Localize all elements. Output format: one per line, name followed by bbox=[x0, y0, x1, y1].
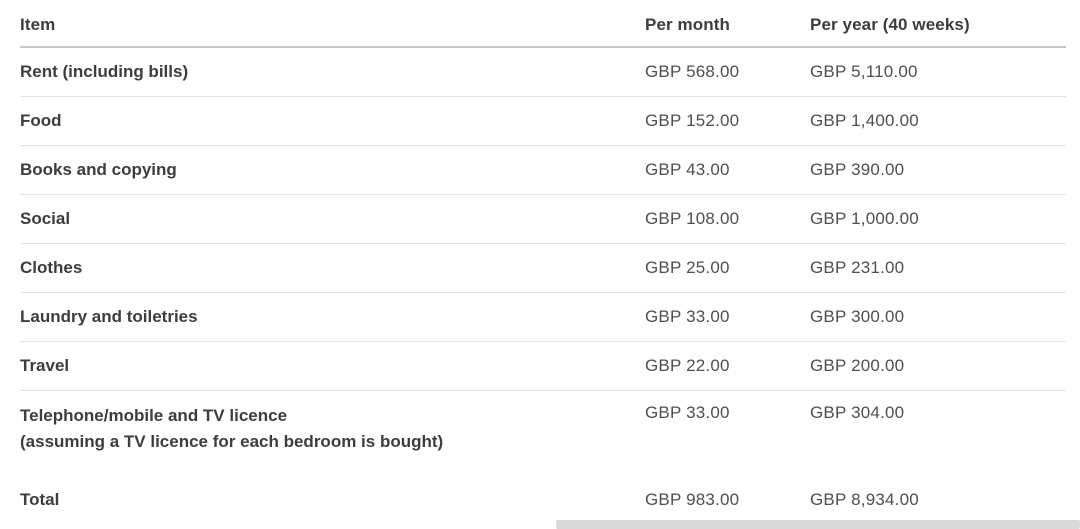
per-year-cell: GBP 1,400.00 bbox=[810, 111, 919, 130]
table-row: Clothes GBP 25.00 GBP 231.00 bbox=[20, 244, 1066, 293]
item-cell: Telephone/mobile and TV licence (assuming… bbox=[20, 403, 645, 455]
table-row: Telephone/mobile and TV licence (assuming… bbox=[20, 391, 1066, 471]
item-cell: Laundry and toiletries bbox=[20, 304, 645, 330]
item-label: Rent (including bills) bbox=[20, 62, 189, 81]
item-cell: Rent (including bills) bbox=[20, 59, 645, 85]
item-label: Food bbox=[20, 111, 62, 130]
item-cell: Social bbox=[20, 206, 645, 232]
table-row: Total GBP 983.00 GBP 8,934.00 bbox=[20, 471, 1066, 529]
per-month-cell: GBP 108.00 bbox=[645, 209, 740, 228]
column-header-item: Item bbox=[20, 15, 56, 34]
item-label: Telephone/mobile and TV licence bbox=[20, 406, 288, 425]
table-header-row: Item Per month Per year (40 weeks) bbox=[20, 0, 1066, 48]
item-cell: Books and copying bbox=[20, 157, 645, 183]
per-year-cell: GBP 390.00 bbox=[810, 160, 905, 179]
item-note: (assuming a TV licence for each bedroom … bbox=[20, 432, 444, 451]
table-body: Rent (including bills) GBP 568.00 GBP 5,11… bbox=[20, 48, 1066, 529]
item-label: Total bbox=[20, 490, 60, 509]
per-month-cell: GBP 33.00 bbox=[645, 307, 730, 326]
item-label: Clothes bbox=[20, 258, 83, 277]
item-cell: Clothes bbox=[20, 255, 645, 281]
per-year-cell: GBP 5,110.00 bbox=[810, 62, 918, 81]
per-month-cell: GBP 983.00 bbox=[645, 490, 740, 509]
item-cell: Travel bbox=[20, 353, 645, 379]
item-label: Social bbox=[20, 209, 71, 228]
per-month-cell: GBP 568.00 bbox=[645, 62, 740, 81]
per-year-cell: GBP 8,934.00 bbox=[810, 490, 919, 509]
item-cell: Total bbox=[20, 487, 645, 513]
table-row: Social GBP 108.00 GBP 1,000.00 bbox=[20, 195, 1066, 244]
per-month-cell: GBP 43.00 bbox=[645, 160, 730, 179]
per-year-cell: GBP 304.00 bbox=[810, 403, 905, 422]
per-year-cell: GBP 300.00 bbox=[810, 307, 905, 326]
item-label: Laundry and toiletries bbox=[20, 307, 198, 326]
per-month-cell: GBP 152.00 bbox=[645, 111, 740, 130]
table-row: Books and copying GBP 43.00 GBP 390.00 bbox=[20, 146, 1066, 195]
column-header-per-year: Per year (40 weeks) bbox=[810, 15, 970, 34]
table-row: Laundry and toiletries GBP 33.00 GBP 300.0… bbox=[20, 293, 1066, 342]
per-month-cell: GBP 22.00 bbox=[645, 356, 730, 375]
table-row: Rent (including bills) GBP 568.00 GBP 5,11… bbox=[20, 48, 1066, 97]
item-label: Travel bbox=[20, 356, 70, 375]
per-year-cell: GBP 200.00 bbox=[810, 356, 905, 375]
per-month-cell: GBP 33.00 bbox=[645, 403, 730, 422]
per-month-cell: GBP 25.00 bbox=[645, 258, 730, 277]
column-header-per-month: Per month bbox=[645, 15, 730, 34]
per-year-cell: GBP 1,000.00 bbox=[810, 209, 919, 228]
item-cell: Food bbox=[20, 108, 645, 134]
table-row: Travel GBP 22.00 GBP 200.00 bbox=[20, 342, 1066, 391]
item-label: Books and copying bbox=[20, 160, 177, 179]
per-year-cell: GBP 231.00 bbox=[810, 258, 905, 277]
horizontal-scrollbar-thumb[interactable] bbox=[556, 520, 1080, 529]
table-row: Food GBP 152.00 GBP 1,400.00 bbox=[20, 97, 1066, 146]
